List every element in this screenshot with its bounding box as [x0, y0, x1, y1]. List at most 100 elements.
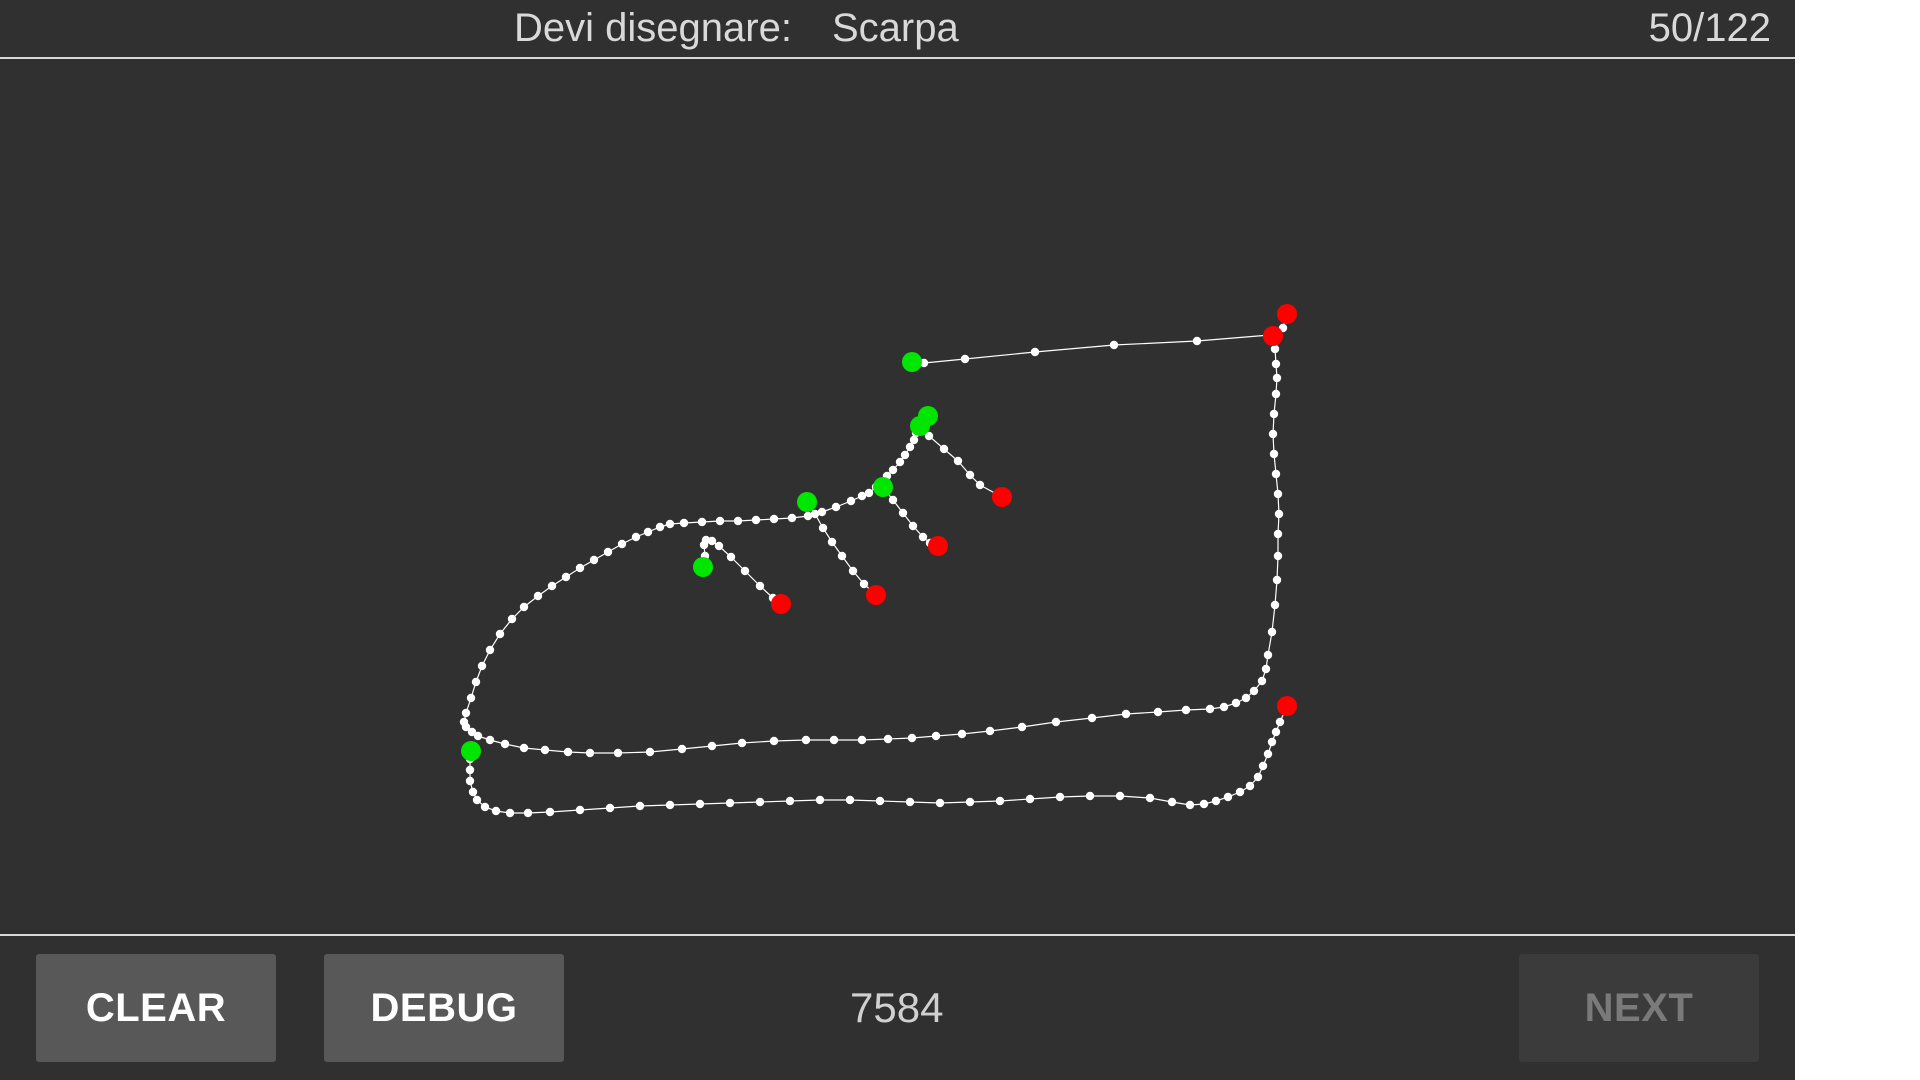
stroke-point [939, 444, 949, 454]
stroke-point [1115, 791, 1125, 801]
stroke-4 [693, 535, 791, 614]
stroke-start-marker [902, 352, 922, 372]
stroke-point [465, 776, 475, 786]
prompt-label: Devi disegnare: [514, 6, 792, 50]
stroke-point [563, 747, 573, 757]
stroke-point [1269, 409, 1279, 419]
stroke-end-marker [866, 585, 886, 605]
stroke-point [665, 800, 675, 810]
stroke-point [1263, 650, 1273, 660]
stroke-path [911, 313, 1288, 364]
stroke-point [533, 591, 543, 601]
stroke-point [907, 733, 917, 743]
stroke-point [725, 798, 735, 808]
stroke-point [1271, 359, 1281, 369]
stroke-point [1017, 722, 1027, 732]
stroke-point [755, 797, 765, 807]
stroke-point [1258, 761, 1268, 771]
stroke-point [655, 522, 665, 532]
stroke-point [751, 515, 761, 525]
stroke-point [1273, 551, 1283, 561]
stroke-point [635, 801, 645, 811]
stroke-point [755, 581, 765, 591]
stroke-5 [797, 492, 886, 605]
stroke-point [1270, 600, 1280, 610]
stroke-point [1261, 664, 1271, 674]
stroke-point [519, 743, 529, 753]
stroke-start-marker [910, 416, 930, 436]
stroke-point [643, 527, 653, 537]
stroke-end-marker [992, 487, 1012, 507]
stroke-point [857, 735, 867, 745]
stroke-point [1272, 575, 1282, 585]
stroke-point [1268, 429, 1278, 439]
stroke-point [1231, 698, 1241, 708]
stroke-point [695, 799, 705, 809]
stroke-point [924, 431, 934, 441]
stroke-point [617, 539, 627, 549]
stroke-point [714, 541, 724, 551]
stroke-point [935, 798, 945, 808]
stroke-point [707, 741, 717, 751]
progress-counter: 50/122 [1648, 6, 1771, 50]
stroke-start-marker [461, 741, 481, 761]
stroke-point [815, 795, 825, 805]
stroke-point [1167, 797, 1177, 807]
stroke-point [613, 748, 623, 758]
stroke-start-marker [797, 492, 817, 512]
stroke-point [1272, 373, 1282, 383]
drawing-canvas[interactable] [0, 59, 1795, 934]
stroke-point [1267, 737, 1277, 747]
stroke-point [679, 518, 689, 528]
stroke-point [975, 480, 985, 490]
stroke-point [953, 456, 963, 466]
stroke-path [463, 335, 1280, 754]
stroke-point [1025, 794, 1035, 804]
clear-button[interactable]: CLEAR [36, 954, 276, 1062]
stroke-point [1253, 772, 1263, 782]
stroke-point [908, 521, 918, 531]
stroke-point [769, 514, 779, 524]
stroke-point [1271, 389, 1281, 399]
stroke-point [740, 566, 750, 576]
stroke-point [905, 442, 915, 452]
stroke-point [801, 735, 811, 745]
stroke-point [1267, 627, 1277, 637]
stroke-2 [459, 326, 1284, 758]
stroke-point [1235, 787, 1245, 797]
stroke-point [1109, 340, 1119, 350]
next-button[interactable]: NEXT [1519, 954, 1759, 1062]
stroke-point [507, 614, 517, 624]
stroke-point [605, 803, 615, 813]
stroke-point [888, 495, 898, 505]
stroke-point [733, 516, 743, 526]
stroke-point [485, 645, 495, 655]
stroke-point [859, 579, 869, 589]
stroke-point [1145, 793, 1155, 803]
stroke-path [882, 486, 939, 547]
stroke-point [465, 765, 475, 775]
stroke-1 [902, 304, 1297, 372]
stroke-point [1275, 717, 1285, 727]
stroke-point [1219, 702, 1229, 712]
drawing-app: Devi disegnare: Scarpa 50/122 CLEAR DEBU… [0, 0, 1795, 1080]
stroke-end-marker [1263, 326, 1283, 346]
stroke-point [1274, 509, 1284, 519]
stroke-point [995, 796, 1005, 806]
stroke-3 [461, 696, 1297, 818]
stroke-point [471, 677, 481, 687]
stroke-point [1263, 749, 1273, 759]
stroke-point [1223, 792, 1233, 802]
stroke-point [1199, 799, 1209, 809]
stroke-point [888, 465, 898, 475]
stroke-point [480, 802, 490, 812]
stroke-7 [910, 416, 1012, 507]
stroke-point [1153, 707, 1163, 717]
debug-button[interactable]: DEBUG [324, 954, 564, 1062]
stroke-point [960, 354, 970, 364]
stroke-point [1085, 791, 1095, 801]
stroke-point [831, 502, 841, 512]
stroke-point [575, 805, 585, 815]
stroke-point [500, 739, 510, 749]
stroke-point [461, 722, 471, 732]
